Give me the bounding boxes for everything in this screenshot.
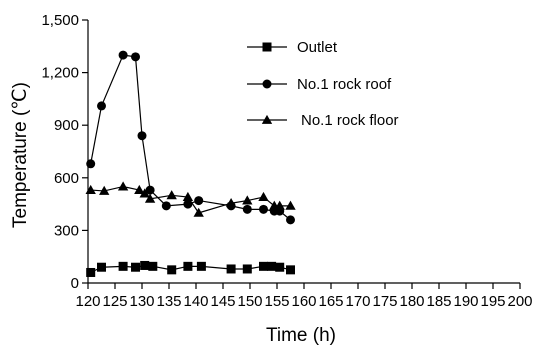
legend-marker-square [262,42,272,52]
y-tick-label: 1,200 [41,65,79,82]
data-point-circle [97,101,106,111]
data-point-square [167,265,177,275]
data-point-circle [194,196,204,206]
data-point-triangle [258,191,269,201]
legend-marker-circle [262,79,272,89]
data-point-triangle [285,200,296,210]
data-point-square [275,262,285,272]
x-tick-label: 160 [291,293,316,310]
x-axis-title: Time (h) [266,325,336,346]
data-point-square [118,261,128,271]
data-point-circle [131,52,141,62]
data-point-triangle [274,200,285,210]
x-tick-label: 200 [507,293,532,310]
data-point-circle [286,215,295,225]
data-point-circle [161,201,171,211]
legend-label: No.1 rock floor [301,112,399,129]
y-tick-label: 0 [71,275,79,292]
data-point-circle [145,185,155,195]
data-point-square [97,262,106,272]
y-axis-ticks: 0 300 600 900 1,200 1,500 [41,12,88,292]
y-tick-label: 1,500 [41,12,79,29]
data-point-square [148,261,158,271]
series-no-1-rock-floor [85,181,296,217]
data-point-triangle [134,184,145,194]
data-point-square [86,267,96,277]
legend-item: Outlet [247,39,338,56]
x-tick-label: 125 [102,293,127,310]
data-point-square [242,264,252,274]
x-tick-label: 120 [75,293,100,310]
series-line [90,54,291,221]
legend-label: Outlet [297,39,338,56]
data-point-triangle [193,207,204,217]
x-tick-label: 175 [372,293,397,310]
x-tick-label: 140 [183,293,208,310]
x-tick-label: 130 [129,293,154,310]
x-tick-label: 180 [399,293,424,310]
data-point-triangle [117,181,129,191]
data-point-circle [183,199,193,209]
data-point-square [259,261,268,271]
data-point-square [196,261,206,271]
x-tick-label: 170 [345,293,370,310]
data-point-triangle [182,191,194,201]
legend-marker-triangle [261,114,273,124]
series-no-1-rock-roof [86,50,295,225]
x-axis-ticks: 120 125 130 135 140 145 150 155 160 165 170 175 180 1… [75,283,533,310]
data-point-circle [259,204,268,214]
legend-item: No.1 rock floor [247,112,399,129]
legend-item: No.1 rock roof [247,76,392,93]
data-point-square [183,261,193,271]
x-tick-label: 155 [264,293,289,310]
x-tick-label: 165 [318,293,343,310]
data-point-triangle [225,198,237,208]
data-point-square [140,260,150,270]
legend-label: No.1 rock roof [297,76,392,93]
data-point-square [267,261,277,271]
x-tick-label: 190 [453,293,478,310]
data-point-triangle [166,190,177,200]
y-tick-label: 900 [54,117,79,134]
data-point-square [131,262,141,272]
y-axis-title: Temperature (℃) [10,82,31,228]
data-point-circle [242,204,252,214]
y-tick-label: 300 [54,222,79,239]
x-tick-label: 135 [156,293,181,310]
data-point-square [286,265,295,275]
data-point-square [226,264,236,274]
y-tick-label: 600 [54,170,79,187]
data-point-triangle [242,195,253,205]
x-tick-label: 185 [426,293,451,310]
x-tick-label: 195 [480,293,505,310]
data-point-circle [137,131,147,141]
x-tick-label: 145 [210,293,235,310]
x-tick-label: 150 [237,293,262,310]
legend: Outlet No.1 rock roof No.1 rock floor [247,39,399,129]
data-point-triangle [85,184,96,194]
series-outlet [86,260,295,277]
data-point-triangle [144,193,156,203]
data-point-circle [86,159,96,169]
data-point-triangle [139,188,150,198]
data-point-circle [118,50,128,60]
series-layer [85,50,296,277]
data-point-triangle [99,185,110,195]
